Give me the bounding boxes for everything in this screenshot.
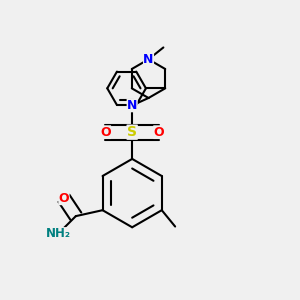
Text: S: S	[127, 125, 137, 139]
Text: O: O	[58, 192, 69, 205]
Text: N: N	[143, 53, 154, 66]
Text: O: O	[154, 126, 164, 139]
Text: NH₂: NH₂	[46, 227, 70, 241]
Text: N: N	[127, 99, 137, 112]
Text: O: O	[100, 126, 111, 139]
